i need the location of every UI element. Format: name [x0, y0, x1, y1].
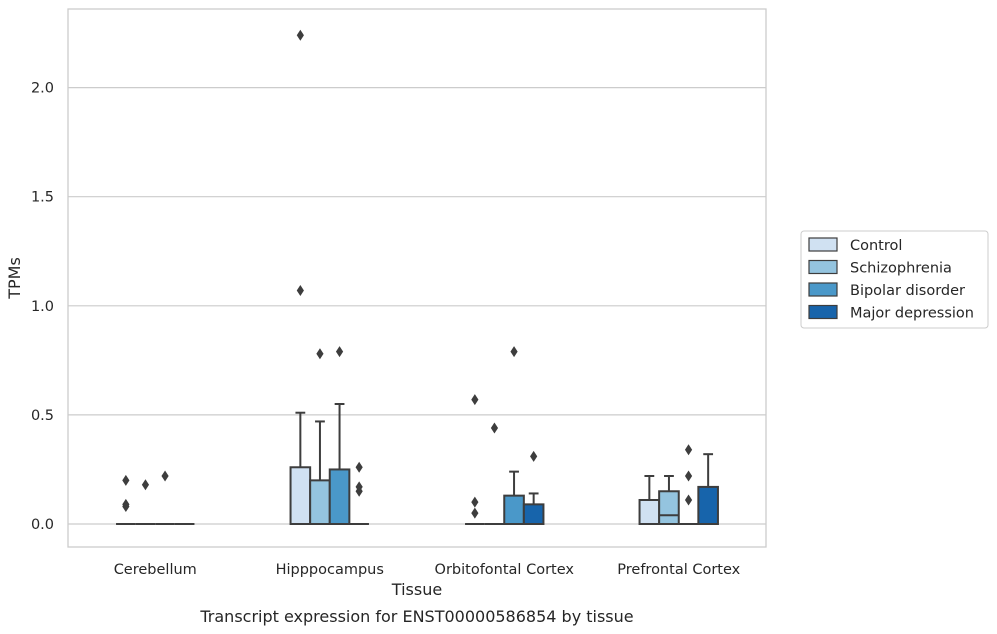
y-axis-label: TPMs	[5, 257, 24, 300]
legend-swatch	[808, 259, 838, 275]
y-axis-ticks: 0.0 0.5 1.0 1.5 2.0	[31, 81, 54, 533]
x-tick-label: Cerebellum	[114, 562, 197, 578]
legend-label: Control	[850, 238, 902, 254]
box-body	[503, 494, 525, 526]
box-body	[289, 466, 312, 526]
outlier-point	[122, 474, 130, 486]
outlier-point	[490, 422, 499, 434]
outlier-point	[471, 507, 479, 519]
legend-swatch	[808, 304, 838, 320]
x-tick-label: Prefrontal Cortex	[617, 562, 740, 578]
x-axis-ticks: Cerebellum Hipppocampus Orbitofontal Corte…	[114, 562, 741, 578]
box	[697, 453, 719, 526]
legend-frame	[800, 230, 989, 329]
box-body	[697, 485, 719, 526]
x-tick-label: Hipppocampus	[276, 562, 384, 578]
box	[678, 444, 699, 525]
legend-label: Bipolar disorder	[850, 283, 965, 299]
outlier-point	[471, 394, 479, 406]
legend-swatch	[808, 237, 838, 252]
outlier-point	[355, 461, 363, 473]
x-tick-label: Orbitofontal Cortex	[435, 562, 575, 578]
x-axis-label: Tissue	[391, 580, 442, 599]
y-tick-label: 2.0	[31, 81, 54, 97]
box	[484, 422, 505, 525]
outlier-point	[141, 479, 150, 491]
box-body	[658, 490, 680, 525]
box	[155, 470, 175, 525]
y-tick-label: 0.5	[31, 408, 54, 424]
outlier-point	[122, 501, 130, 513]
box	[116, 474, 136, 525]
outlier-point	[335, 346, 344, 358]
box	[289, 285, 312, 526]
outlier-point	[316, 348, 324, 360]
outlier-point	[530, 450, 538, 462]
outlier-point	[355, 485, 363, 497]
plot-area-frame	[67, 8, 767, 548]
legend: Control Schizophrenia Bipolar disorder Majo…	[800, 230, 989, 329]
box	[522, 450, 545, 525]
outlier-point	[684, 494, 693, 506]
box	[503, 346, 525, 526]
box	[638, 474, 661, 525]
box-body	[309, 479, 331, 525]
outlier-point	[296, 29, 304, 41]
outlier-point	[510, 346, 518, 358]
outlier-point	[471, 496, 479, 508]
box-body	[638, 498, 661, 525]
outlier-point	[296, 285, 304, 297]
y-tick-label: 1.0	[31, 299, 54, 315]
legend-swatch	[808, 282, 838, 297]
chart-caption: Transcript expression for ENST0000058685…	[199, 607, 633, 626]
box	[465, 394, 485, 525]
boxes	[116, 29, 719, 526]
legend-label: Schizophrenia	[850, 261, 952, 277]
box	[309, 348, 331, 525]
outlier-point	[161, 470, 169, 482]
outlier-point	[684, 470, 693, 482]
gridlines	[68, 86, 766, 525]
box	[135, 479, 156, 525]
y-tick-label: 1.5	[31, 190, 54, 206]
outlier-point	[684, 444, 693, 456]
box-body	[328, 468, 351, 526]
y-tick-label: 0.0	[31, 517, 54, 533]
box	[328, 346, 351, 526]
box-body	[522, 503, 545, 525]
legend-label: Major depression	[850, 306, 974, 322]
box	[658, 474, 680, 525]
box	[349, 461, 369, 525]
